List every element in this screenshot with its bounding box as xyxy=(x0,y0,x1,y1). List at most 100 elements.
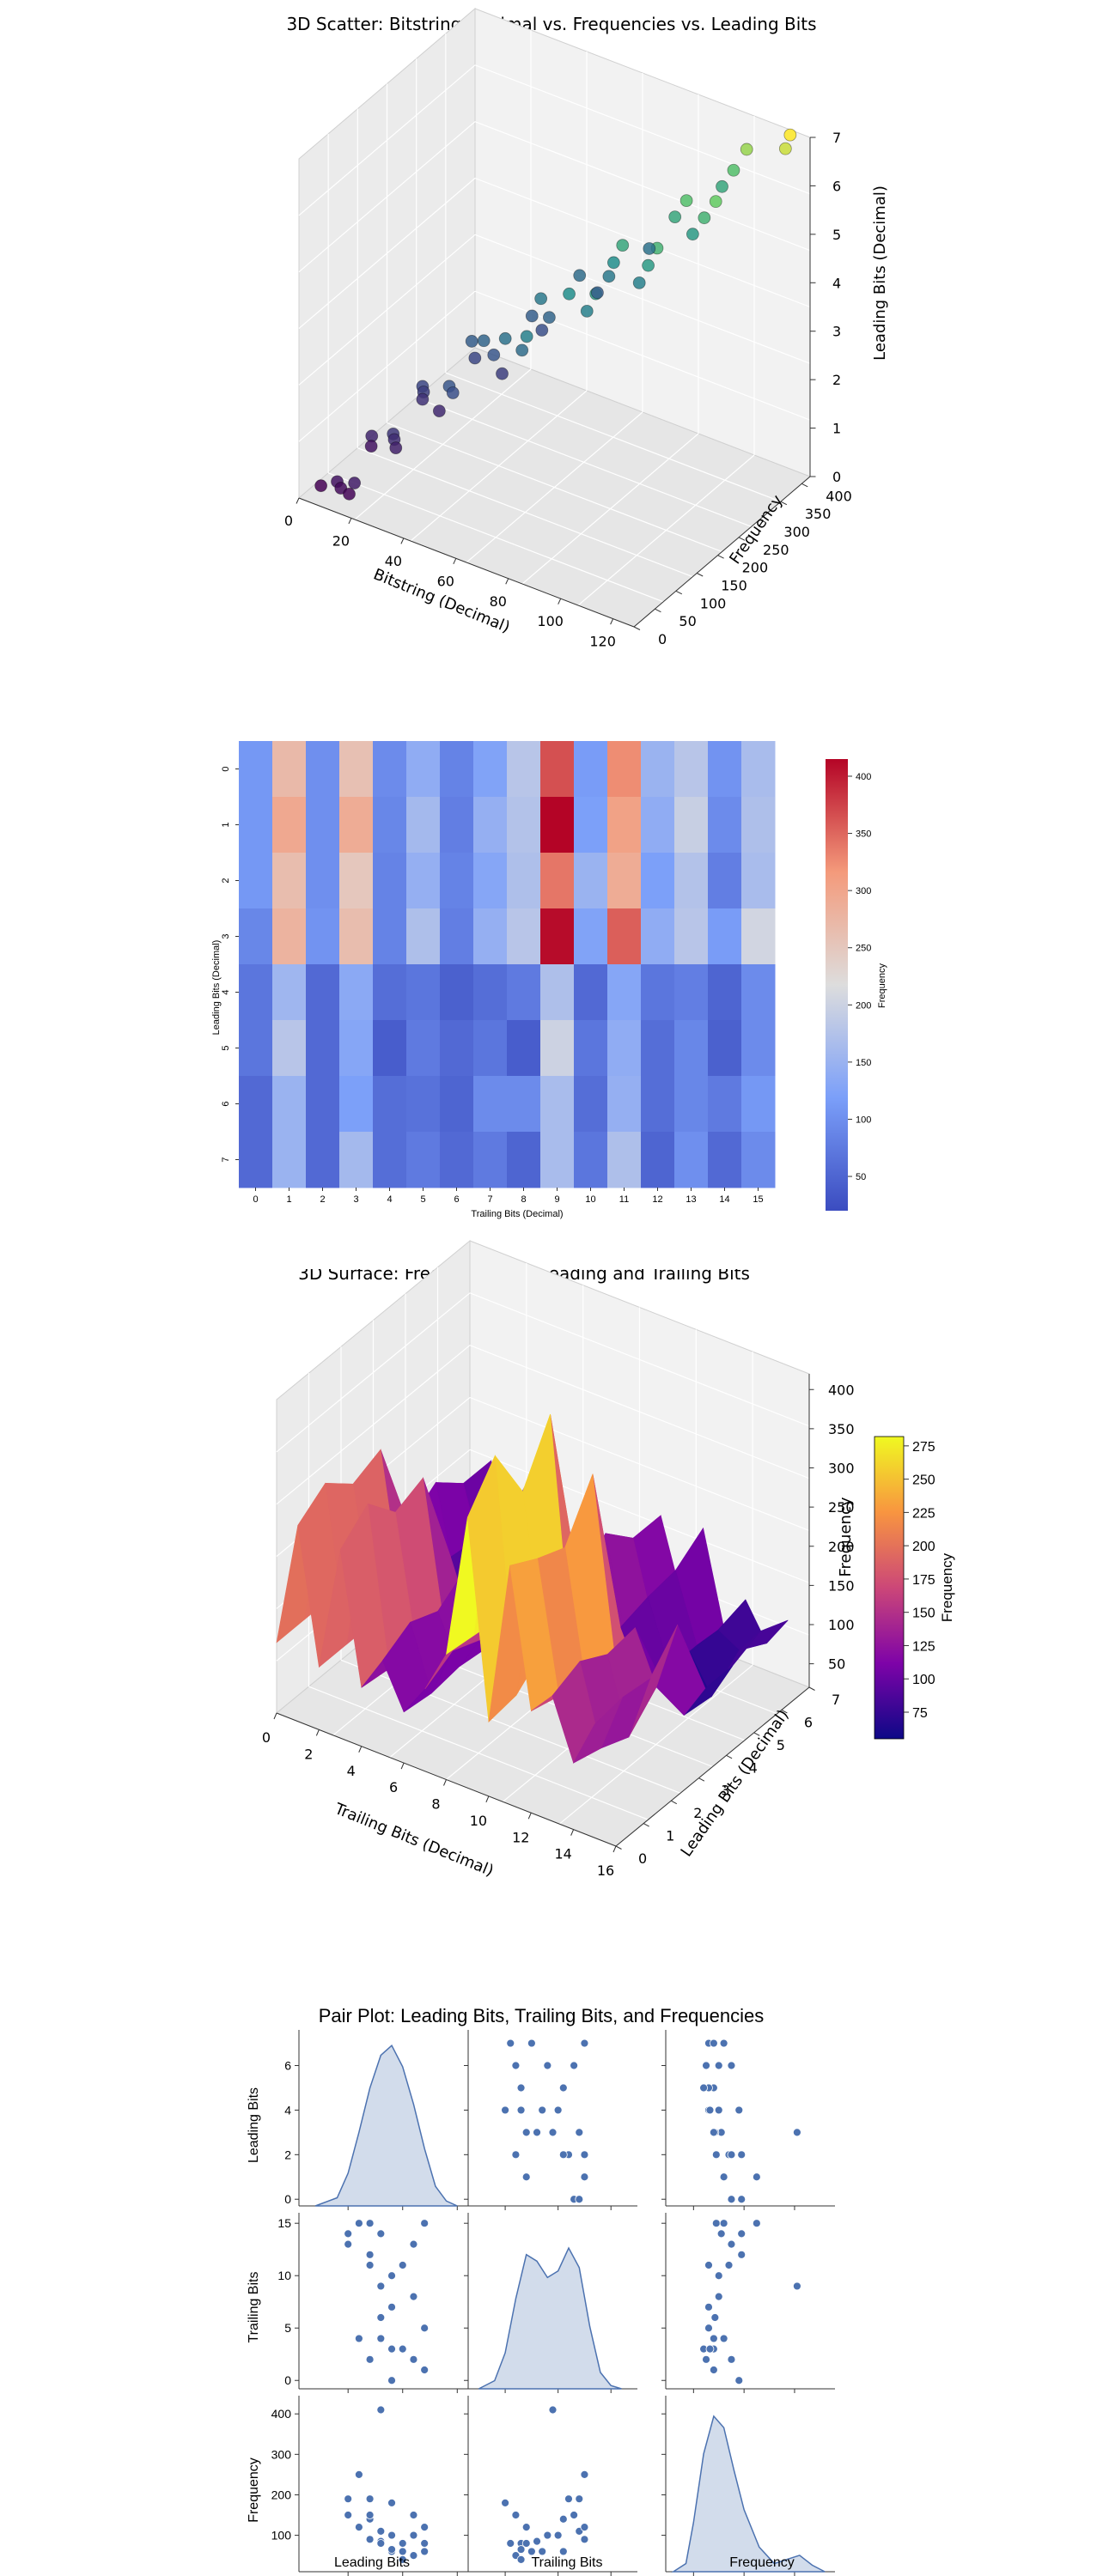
pairplot-point xyxy=(420,2366,430,2374)
pairplot-point xyxy=(409,2551,418,2561)
s3d-point xyxy=(525,309,539,323)
heatmap-cell xyxy=(741,1076,776,1133)
s3d-z-tick-label: 4 xyxy=(832,275,841,291)
heatmap-cell xyxy=(373,964,407,1021)
heatmap-cell xyxy=(440,964,474,1021)
heatmap-cell xyxy=(641,964,675,1021)
heatmap-cell xyxy=(306,1076,340,1133)
pairplot-point xyxy=(387,2344,396,2354)
pairplot-point xyxy=(511,2150,521,2160)
heatmap-cell xyxy=(272,741,307,798)
pairplot-y-tick-label: 2 xyxy=(284,2148,291,2161)
pairplot-point xyxy=(409,2292,418,2301)
heatmap-cell xyxy=(406,1076,441,1133)
s3d-point xyxy=(783,128,797,142)
heatmap-x-tick-label: 14 xyxy=(719,1194,729,1205)
s3d-x-tick-label: 40 xyxy=(385,553,402,569)
pairplot-point xyxy=(420,2547,430,2556)
heatmap-cell xyxy=(406,964,441,1021)
sf-grid-line xyxy=(469,1292,810,1427)
sf-y-axis xyxy=(615,1686,810,1847)
s3d-y-tick xyxy=(780,501,788,506)
sf-y-tick xyxy=(808,1686,815,1691)
pairplot-kde xyxy=(314,2044,458,2207)
s3d-point xyxy=(642,258,655,272)
heatmap-cell xyxy=(239,1132,273,1188)
s3d-point xyxy=(542,311,556,325)
heatmap-x-tick-label: 11 xyxy=(619,1194,629,1205)
pairplot-point xyxy=(344,2511,353,2519)
heatmap-cell xyxy=(239,741,273,798)
heatmap-cell xyxy=(306,853,340,909)
heatmap-colorbar-tick-label: 200 xyxy=(856,1000,871,1011)
pairplot-point xyxy=(387,2271,396,2281)
heatmap-cell xyxy=(406,797,441,854)
scatter3d-title: 3D Scatter: Bitstring Decimal vs. Freque… xyxy=(286,14,816,34)
heatmap-colorbar xyxy=(826,759,848,1211)
s3d-point xyxy=(535,324,549,337)
pairplot-point xyxy=(376,2281,386,2291)
heatmap-y-tick-label: 0 xyxy=(221,766,231,771)
s3d-grid-line xyxy=(474,64,811,195)
heatmap-cell xyxy=(507,797,541,854)
sf-x-tick xyxy=(400,1762,405,1770)
sf-z-tick-label: 100 xyxy=(828,1617,855,1633)
sf-x-tick-label: 6 xyxy=(389,1779,398,1795)
surface3d-ticks: 0246810121416012345675010015020025030035… xyxy=(262,1382,855,1879)
pairplot-y-tick-label: 300 xyxy=(271,2447,292,2461)
s3d-z-tick-label: 6 xyxy=(832,178,841,194)
s3d-y-tick-label: 200 xyxy=(742,560,769,576)
heatmap-cell xyxy=(708,1132,742,1188)
heatmap-cell xyxy=(641,908,675,965)
s3d-point xyxy=(477,334,491,348)
pairplot-ylabel-0: Leading Bits xyxy=(247,2087,261,2163)
scatter3d-points xyxy=(314,128,797,501)
pairplot-point xyxy=(714,2271,723,2281)
pairplot-point xyxy=(355,2470,363,2479)
heatmap-colorbar-ticks: 50 100 150 200 250 300 350 400 xyxy=(848,772,871,1182)
sf-x-tick-label: 14 xyxy=(554,1846,571,1862)
pairplot-point xyxy=(355,2334,363,2343)
heatmap-y-tick-label: 3 xyxy=(221,933,231,939)
heatmap-cell xyxy=(507,1076,541,1133)
s3d-y-tick-label: 250 xyxy=(763,542,789,558)
heatmap-y-tick-label: 2 xyxy=(221,878,231,883)
surface3d-zlabel: Frequency xyxy=(837,1497,855,1577)
pairplot-point xyxy=(387,2530,396,2540)
heatmap-cell xyxy=(540,908,575,965)
s3d-y-tick xyxy=(717,555,724,559)
heatmap-cell xyxy=(741,853,776,909)
pairplot-point xyxy=(558,2547,568,2556)
s3d-point xyxy=(740,143,753,156)
heatmap-cell xyxy=(373,1020,407,1077)
pairplot-point xyxy=(501,2105,509,2115)
s3d-x-tick xyxy=(505,578,509,585)
heatmap-colorbar-label: Frequency xyxy=(877,963,887,1008)
heatmap-colorbar-tick-label: 50 xyxy=(856,1172,866,1182)
heatmap-cell xyxy=(306,1132,340,1188)
heatmap-cell xyxy=(540,741,575,798)
s3d-y-tick xyxy=(696,573,704,577)
heatmap-cell xyxy=(507,964,541,1021)
sf-z-tick-label: 400 xyxy=(828,1382,855,1398)
s3d-point xyxy=(468,351,482,365)
pairplot-point xyxy=(711,2219,721,2228)
pairplot-point xyxy=(376,2313,386,2322)
sf-y-tick-label: 6 xyxy=(804,1714,813,1730)
pairplot-y-tick-label: 5 xyxy=(284,2321,291,2335)
pairplot-point xyxy=(420,2324,430,2333)
pairplot-point xyxy=(409,2511,418,2519)
pairplot-point xyxy=(580,2172,589,2182)
sf-y-tick-label: 7 xyxy=(832,1692,840,1708)
pairplot-point xyxy=(553,2105,563,2115)
pairplot-point xyxy=(709,2334,718,2343)
heatmap-cell xyxy=(574,1132,608,1188)
heatmap-cell xyxy=(574,1076,608,1133)
heatmap-colorbar-tick-label: 100 xyxy=(856,1115,871,1125)
heatmap-ylabel: Leading Bits (Decimal) xyxy=(211,940,222,1036)
heatmap-x-tick-label: 2 xyxy=(320,1194,325,1205)
s3d-x-tick-label: 100 xyxy=(537,613,564,629)
heatmap-y-tick-label: 7 xyxy=(221,1157,231,1162)
s3d-x-tick-label: 60 xyxy=(437,573,454,589)
